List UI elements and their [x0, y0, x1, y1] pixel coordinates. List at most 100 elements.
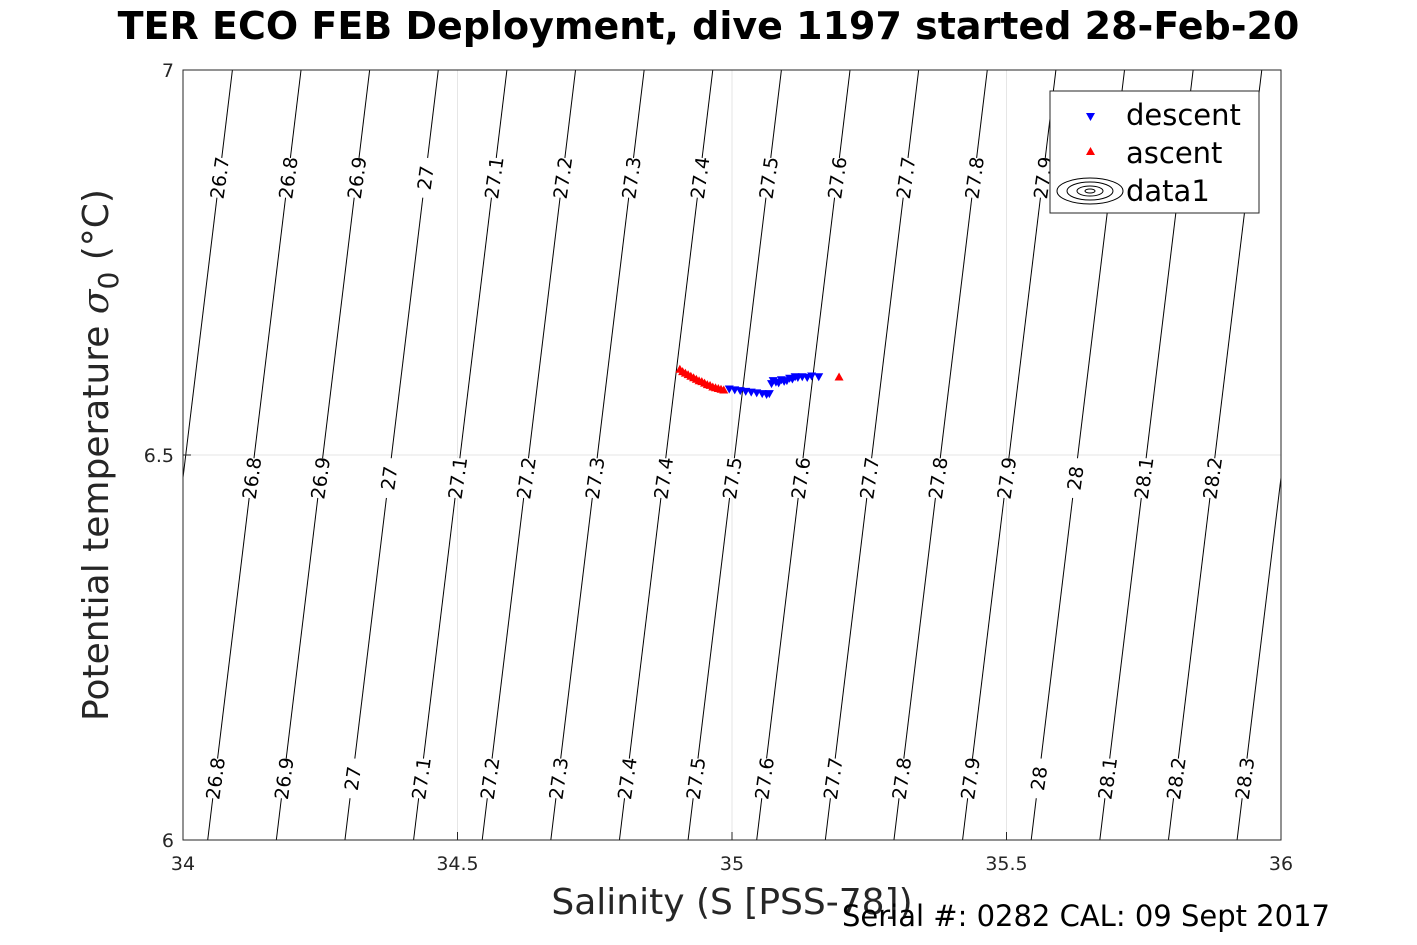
- isopycnal-label-bg: [342, 156, 371, 200]
- y-tick-label: 6: [162, 830, 174, 852]
- isopycnal-label: 26.8: [237, 456, 266, 501]
- y-axis-label-unit: (°C): [76, 189, 117, 260]
- ascent-point: [834, 372, 844, 381]
- legend-box: [1049, 90, 1260, 214]
- isopycnal-line: [1236, 473, 1281, 840]
- isopycnal-label-bg: [201, 757, 229, 800]
- isopycnal-label-bg: [1230, 757, 1259, 800]
- isopycnal-label-bg: [411, 156, 439, 200]
- data-series: [675, 364, 844, 399]
- isopycnal-label: 27.1: [443, 456, 472, 501]
- isopycnal-label-bg: [992, 456, 1021, 500]
- isopycnal-label-text: 27: [341, 765, 366, 792]
- isopycnal-label-bg: [544, 757, 572, 800]
- isopycnal-label: 27.4: [613, 756, 642, 801]
- isopycnal-label-bg: [548, 156, 577, 200]
- isopycnal-label: 27.8: [887, 756, 916, 801]
- x-tick-label: 34.5: [436, 853, 478, 875]
- serial-cal-note: Serial #: 0282 CAL: 09 Sept 2017: [842, 899, 1330, 933]
- isopycnal-label: 27.5: [754, 155, 783, 200]
- y-tick-label: 7: [162, 60, 174, 82]
- isopycnal-label: 28.2: [1198, 456, 1227, 501]
- isopycnal-line: [344, 70, 439, 840]
- x-tick-label: 36: [1269, 853, 1293, 875]
- isopycnal-line: [618, 70, 714, 840]
- isopycnal-label-text: 28: [1063, 465, 1088, 492]
- isopycnal-label-bg: [205, 156, 234, 200]
- isopycnal-line: [687, 70, 782, 840]
- x-tick-label: 35.5: [985, 853, 1027, 875]
- descent-point: [764, 390, 774, 399]
- isopycnal-label-text: 27: [414, 164, 439, 191]
- x-tick-label: 34: [171, 853, 195, 875]
- isopycnal-line: [893, 70, 988, 840]
- isopycnal-label-bg: [1198, 456, 1226, 500]
- chart-title: TER ECO FEB Deployment, dive 1197 starte…: [117, 4, 1300, 48]
- isopycnal-label-text: 27: [377, 465, 402, 492]
- y-axis-label: Potential temperature σ0 (°C): [76, 189, 125, 721]
- isopycnal-label-bg: [512, 456, 540, 500]
- legend-data1-label: data1: [1126, 174, 1210, 208]
- isopycnal-label: 26.9: [342, 155, 371, 200]
- isopycnal-label: 27.9: [956, 756, 985, 801]
- isopycnal-label: 28.1: [1093, 756, 1122, 801]
- legend-descent-label: descent: [1126, 98, 1241, 132]
- isopycnal-label-bg: [1061, 456, 1089, 500]
- isopycnal-label: 26.8: [274, 155, 303, 200]
- y-axis-label-sigma: σ: [76, 288, 117, 314]
- isopycnal-label-bg: [754, 156, 783, 200]
- descent-point: [814, 373, 824, 382]
- isopycnal-label: 28: [1061, 456, 1089, 500]
- isopycnal-label-bg: [855, 456, 883, 500]
- isopycnal-line: [275, 70, 371, 840]
- isopycnal-label-bg: [718, 456, 746, 500]
- legend-ascent-label: ascent: [1126, 136, 1222, 170]
- isopycnal-label-bg: [686, 156, 714, 200]
- isopycnal-label-bg: [306, 456, 334, 500]
- isopycnal-label-bg: [750, 757, 778, 800]
- isopycnal-label-bg: [819, 757, 847, 800]
- isopycnal-line: [481, 70, 577, 840]
- x-tick-label: 35: [720, 853, 744, 875]
- isopycnal-label: 27: [411, 156, 439, 200]
- isopycnal-label: 27.7: [819, 756, 848, 801]
- x-axis-label: Salinity (S [PSS-78]): [551, 882, 912, 923]
- isopycnal-label: 26.8: [201, 756, 230, 801]
- legend-descent-marker: [1086, 113, 1095, 121]
- isopycnal-label-bg: [956, 757, 984, 800]
- isopycnal-label-bg: [480, 156, 508, 200]
- isopycnal-label-bg: [443, 456, 472, 500]
- isopycnal-label-bg: [375, 456, 403, 500]
- isopycnal-label: 27.1: [480, 155, 509, 200]
- legend-ascent-marker: [1086, 147, 1095, 155]
- isopycnal-label-bg: [924, 456, 952, 500]
- grid-lines: [183, 70, 1281, 840]
- isopycnal-label-bg: [786, 456, 815, 500]
- y-tick-label: 6.5: [144, 445, 174, 467]
- isopycnal-label-bg: [823, 156, 851, 200]
- isopycnal-label: 27.6: [750, 756, 779, 801]
- isopycnal-line: [207, 70, 302, 840]
- legend-contour-icon: [1056, 177, 1124, 205]
- isopycnal-label: 28: [1024, 757, 1053, 800]
- legend: descent ascent data1: [1049, 90, 1260, 214]
- isopycnal-line: [824, 70, 920, 840]
- isopycnal-label-bg: [581, 456, 609, 500]
- isopycnal-line: [962, 70, 1057, 840]
- isopycnal-label-bg: [270, 757, 298, 800]
- isopycnal-label-bg: [960, 156, 988, 200]
- descent-point: [807, 372, 817, 381]
- isopycnal-label: 27.3: [617, 155, 646, 200]
- isopycnal-label-bg: [1130, 456, 1158, 500]
- isopycnal-label-bg: [1024, 757, 1053, 800]
- isopycnal-label-bg: [617, 156, 645, 200]
- isopycnal-label: 27: [338, 757, 367, 800]
- isopycnal-label-bg: [274, 156, 302, 200]
- isopycnal-label-bg: [649, 456, 677, 500]
- isopycnal-label-bg: [475, 757, 504, 800]
- axis-ticks: 34 34.5 35 35.5 36 6 6.5 7: [144, 60, 1293, 875]
- isopycnal-label-bg: [407, 757, 435, 800]
- y-axis-label-sub: 0: [92, 272, 125, 290]
- isopycnal-label-bg: [1093, 757, 1121, 800]
- y-axis-label-main: Potential temperature: [76, 326, 117, 721]
